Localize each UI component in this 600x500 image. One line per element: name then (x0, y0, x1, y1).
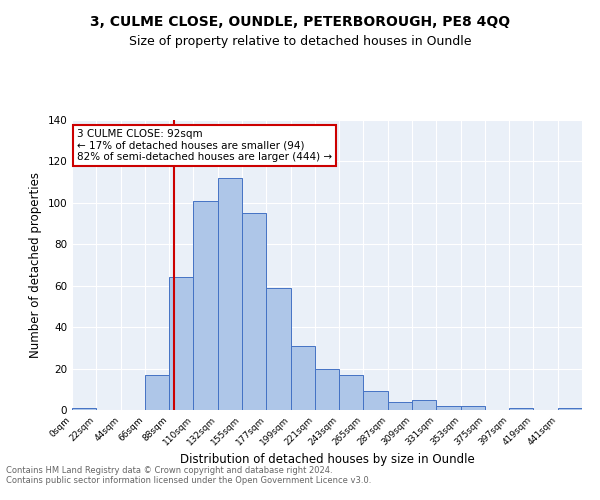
Text: Contains HM Land Registry data © Crown copyright and database right 2024.
Contai: Contains HM Land Registry data © Crown c… (6, 466, 371, 485)
X-axis label: Distribution of detached houses by size in Oundle: Distribution of detached houses by size … (179, 452, 475, 466)
Text: Size of property relative to detached houses in Oundle: Size of property relative to detached ho… (129, 35, 471, 48)
Bar (242, 213, 266, 410)
Bar (436, 406, 461, 410)
Bar (315, 368, 339, 410)
Bar (339, 375, 364, 410)
Bar (558, 408, 582, 410)
Bar (461, 406, 485, 410)
Bar (364, 392, 388, 410)
Bar (218, 178, 242, 410)
Bar (72, 408, 96, 410)
Text: 3 CULME CLOSE: 92sqm
← 17% of detached houses are smaller (94)
82% of semi-detac: 3 CULME CLOSE: 92sqm ← 17% of detached h… (77, 128, 332, 162)
Bar (169, 278, 193, 410)
Bar (145, 375, 169, 410)
Bar (509, 408, 533, 410)
Text: 3, CULME CLOSE, OUNDLE, PETERBOROUGH, PE8 4QQ: 3, CULME CLOSE, OUNDLE, PETERBOROUGH, PE… (90, 15, 510, 29)
Y-axis label: Number of detached properties: Number of detached properties (29, 172, 42, 358)
Bar (290, 346, 315, 410)
Bar (193, 201, 218, 410)
Bar (388, 402, 412, 410)
Bar (266, 288, 290, 410)
Bar (412, 400, 436, 410)
